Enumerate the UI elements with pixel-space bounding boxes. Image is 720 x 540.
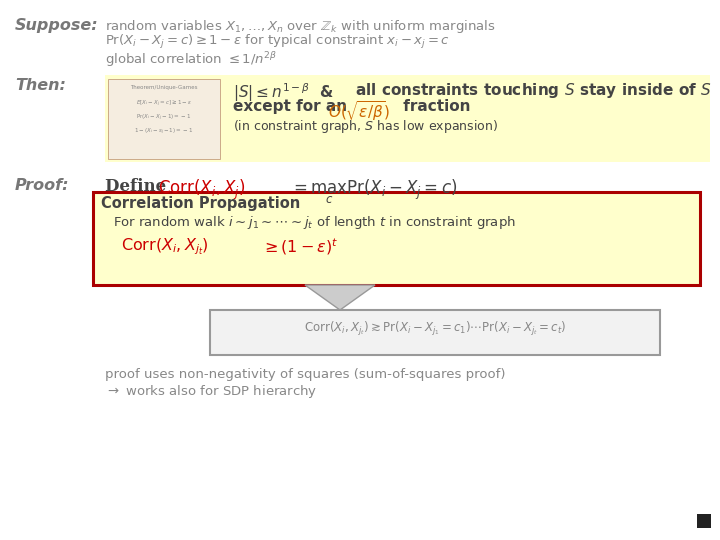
Text: Proof:: Proof: bbox=[15, 178, 70, 193]
Text: $O(\sqrt{\varepsilon/\beta})$: $O(\sqrt{\varepsilon/\beta})$ bbox=[328, 99, 390, 123]
Polygon shape bbox=[305, 285, 375, 310]
Text: Define: Define bbox=[105, 178, 172, 195]
Text: $\geq (1-\varepsilon)^t$: $\geq (1-\varepsilon)^t$ bbox=[261, 236, 338, 256]
FancyBboxPatch shape bbox=[105, 75, 710, 162]
Text: $E[X_i-X_j=c]\geq 1-\varepsilon$: $E[X_i-X_j=c]\geq 1-\varepsilon$ bbox=[136, 99, 192, 109]
Text: $\rightarrow$ works also for SDP hierarchy: $\rightarrow$ works also for SDP hierarc… bbox=[105, 383, 318, 400]
Text: Theorem/Unique-Games: Theorem/Unique-Games bbox=[130, 85, 198, 90]
Text: For random walk $i \sim j_1 \sim \cdots \sim j_t$ of length $t$ in constraint gr: For random walk $i \sim j_1 \sim \cdots … bbox=[113, 214, 516, 231]
Text: $\mathrm{Corr}(X_i, X_j)$: $\mathrm{Corr}(X_i, X_j)$ bbox=[158, 178, 246, 202]
Text: Correlation Propagation: Correlation Propagation bbox=[101, 196, 300, 211]
Text: (in constraint graph, $S$ has low expansion): (in constraint graph, $S$ has low expans… bbox=[233, 118, 498, 135]
Text: all constraints touching $S$ stay inside of $S$: all constraints touching $S$ stay inside… bbox=[355, 81, 711, 100]
FancyBboxPatch shape bbox=[93, 192, 700, 285]
Text: random variables $X_1, \ldots, X_n$ over $\mathbb{Z}_k$ with uniform marginals: random variables $X_1, \ldots, X_n$ over… bbox=[105, 18, 495, 35]
Text: $\mathrm{Corr}(X_i, X_{j_t})$: $\mathrm{Corr}(X_i, X_{j_t})$ bbox=[121, 236, 209, 256]
Text: global correlation $\leq 1/n^{2\beta}$: global correlation $\leq 1/n^{2\beta}$ bbox=[105, 50, 277, 69]
Text: $\mathrm{Corr}(X_i, X_{j_t}) \gtrsim \Pr(X_i - X_{j_1} = c_1) \cdots \Pr(X_i - X: $\mathrm{Corr}(X_i, X_{j_t}) \gtrsim \Pr… bbox=[304, 320, 566, 338]
Text: Suppose:: Suppose: bbox=[15, 18, 99, 33]
Text: fraction: fraction bbox=[398, 99, 470, 114]
Bar bbox=[697, 514, 711, 528]
Text: Then:: Then: bbox=[15, 78, 66, 93]
Text: proof uses non-negativity of squares (sum-of-squares proof): proof uses non-negativity of squares (su… bbox=[105, 368, 505, 381]
Text: $|S| \leq n^{1-\beta}$  &: $|S| \leq n^{1-\beta}$ & bbox=[233, 81, 335, 104]
Text: Pr$(X_i-X_j-1)=-1$: Pr$(X_i-X_j-1)=-1$ bbox=[136, 113, 192, 123]
Text: except for an: except for an bbox=[233, 99, 352, 114]
FancyBboxPatch shape bbox=[210, 310, 660, 355]
Text: $= \max_c \Pr(X_i - X_j = c)$: $= \max_c \Pr(X_i - X_j = c)$ bbox=[290, 178, 457, 206]
Text: $1-(X_i-s_j-1)=-1$: $1-(X_i-s_j-1)=-1$ bbox=[135, 127, 194, 137]
Text: $\Pr(X_i - X_j = c) \geq 1 - \varepsilon$ for typical constraint $x_i - x_j = c$: $\Pr(X_i - X_j = c) \geq 1 - \varepsilon… bbox=[105, 33, 450, 51]
Bar bbox=[108, 79, 220, 159]
